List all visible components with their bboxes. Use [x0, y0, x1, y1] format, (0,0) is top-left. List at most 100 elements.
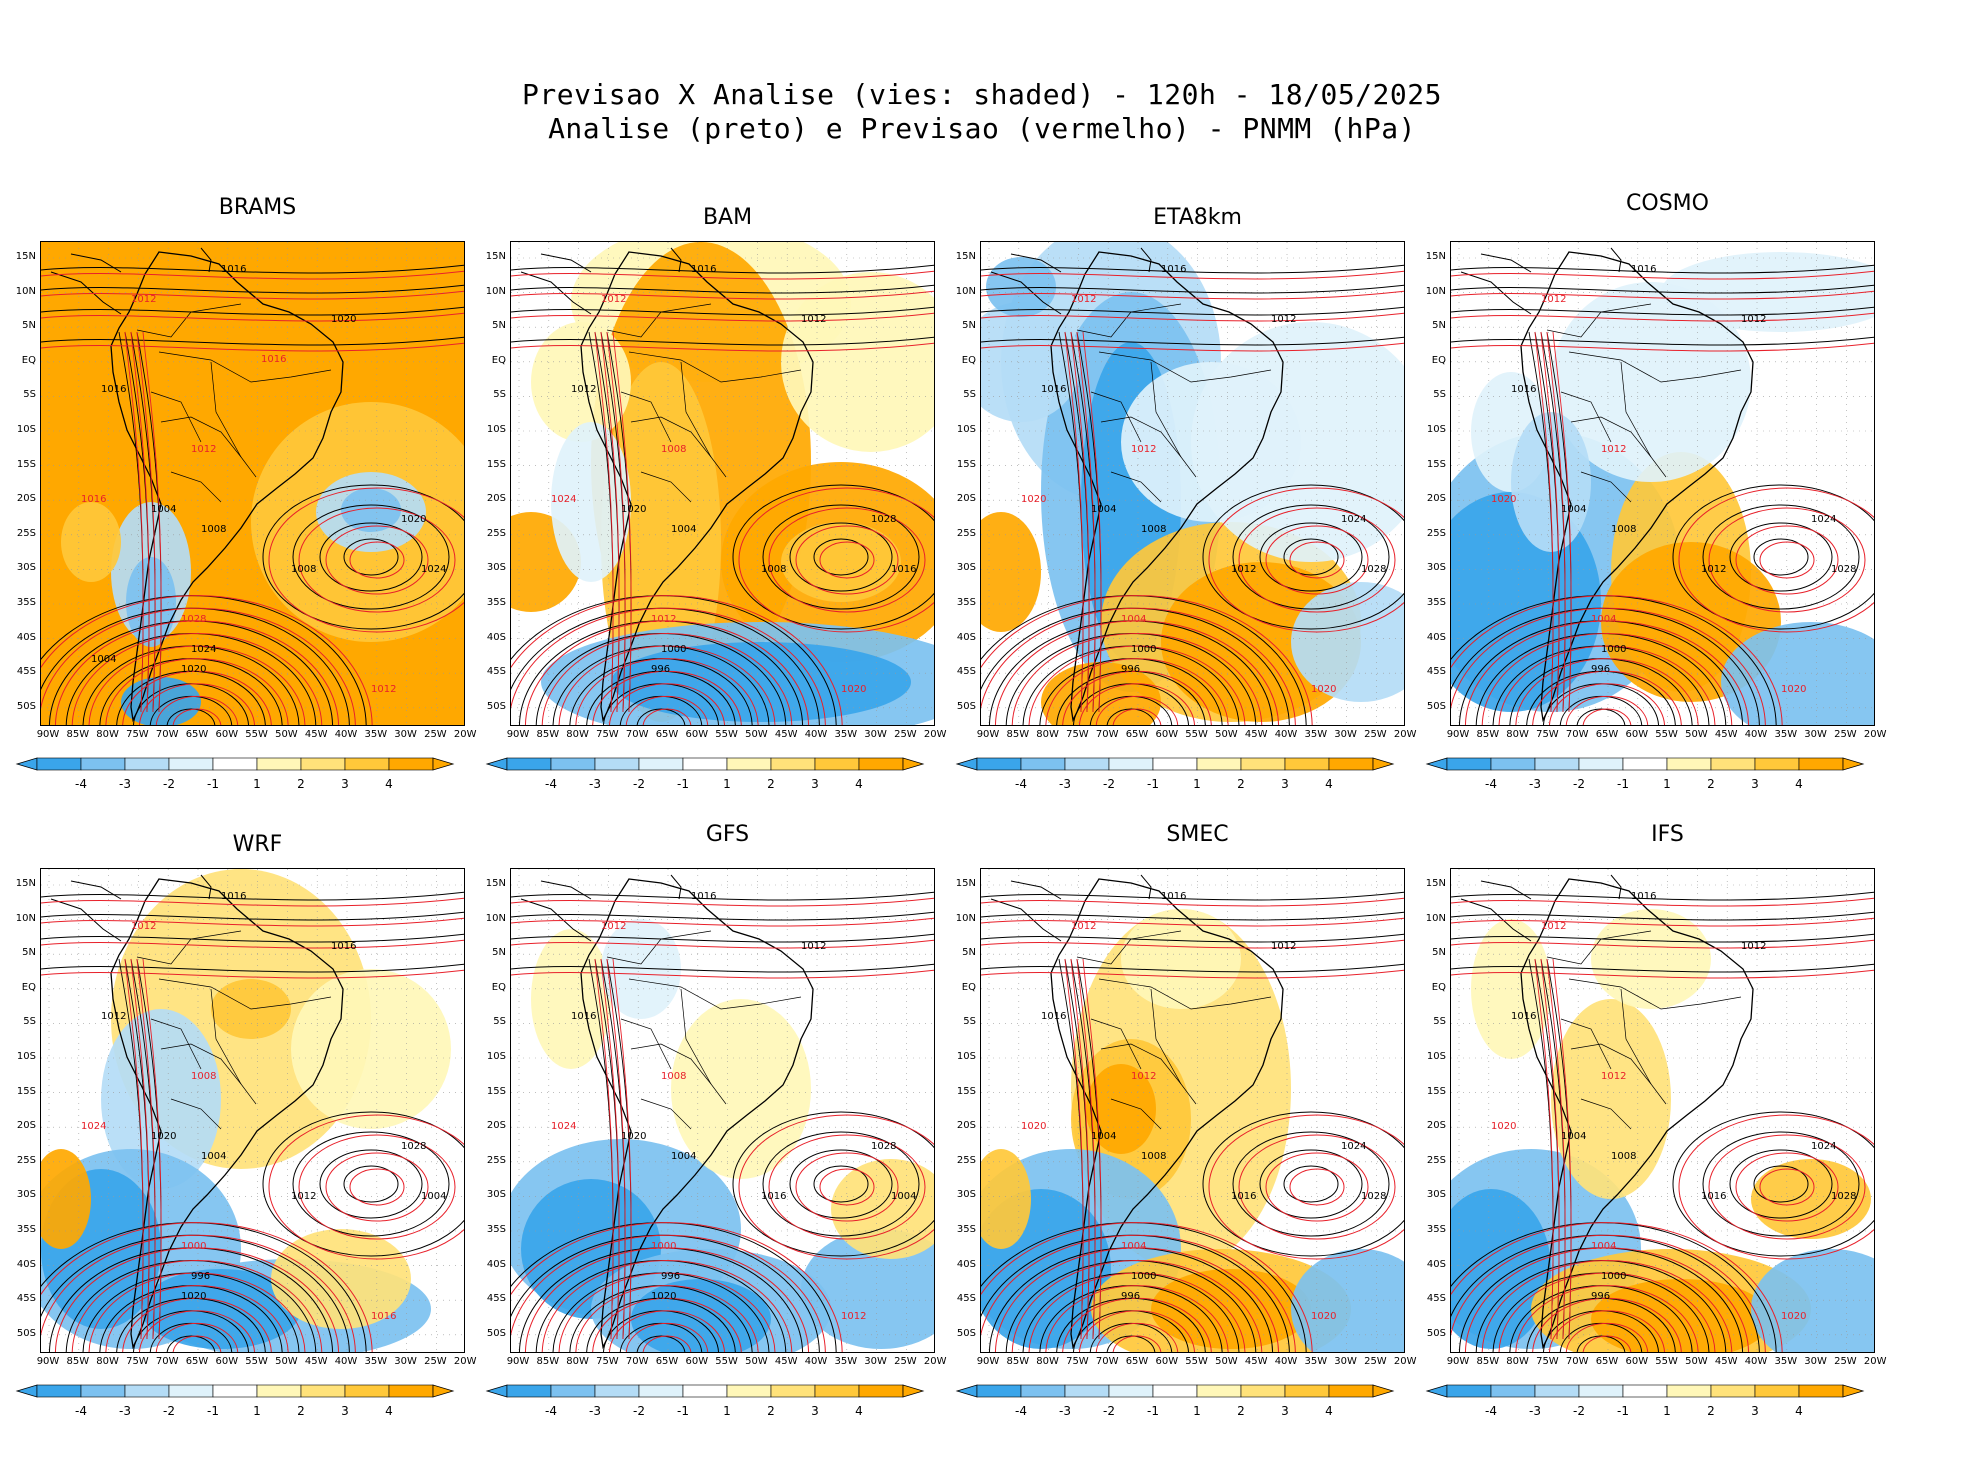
colorbar-label: -3 — [1529, 777, 1541, 791]
colorbar-arrow-right — [1372, 757, 1395, 771]
colorbar-label: 4 — [385, 777, 393, 791]
lat-tick-label: 40S — [956, 631, 976, 643]
colorbar-label: -2 — [1573, 777, 1585, 791]
lon-tick-label: 60W — [1155, 1356, 1179, 1367]
isobar-contour — [41, 939, 464, 949]
colorbar-segment — [1284, 757, 1330, 771]
colorbar-label: -1 — [207, 1404, 219, 1418]
isobar-contour — [1481, 1259, 1733, 1352]
isobar-contour — [1062, 670, 1212, 725]
lat-tick-label: 10N — [955, 285, 976, 297]
lon-tick-label: 55W — [715, 1356, 738, 1367]
lat-tick-label: 20S — [956, 493, 976, 505]
isobar-contour — [41, 270, 464, 280]
isobar-contour — [1095, 1322, 1179, 1352]
colorbar-label: -3 — [119, 777, 131, 791]
lon-tick-label: 65W — [655, 729, 679, 740]
coastline — [1610, 874, 1622, 900]
colorbar-arrow-left — [955, 1384, 978, 1398]
lon-tick-label: 85W — [536, 1356, 560, 1367]
country-border — [1076, 311, 1132, 338]
lon-tick-label: 45W — [304, 1356, 328, 1367]
lat-tick-label: 20S — [1426, 1120, 1446, 1132]
isobar-contour — [343, 538, 399, 576]
colorbar-label: -4 — [75, 1404, 87, 1418]
lon-tick-label: 50W — [1685, 729, 1708, 740]
lon-tick-label: 20W — [1393, 1356, 1417, 1367]
colorbar-segment — [344, 757, 390, 771]
isobar-contour — [1259, 1149, 1363, 1219]
isobar-label: 996 — [1591, 664, 1610, 675]
isobar-contour — [575, 1285, 759, 1352]
lat-tick-label: 30S — [16, 562, 36, 574]
isobar-label: 1004 — [1591, 1241, 1616, 1252]
lat-tick-label: EQ — [491, 981, 506, 993]
isobar-label: 1004 — [671, 1151, 696, 1162]
lon-tick-label: 85W — [1476, 729, 1500, 740]
lat-tick-label: 20S — [486, 1120, 506, 1132]
lon-tick-label: 60W — [215, 1356, 239, 1367]
isobar-label: 1024 — [1811, 1141, 1836, 1152]
isobar-contour — [1451, 891, 1874, 901]
bias-shading — [1721, 622, 1874, 725]
isobar-contour — [1549, 1310, 1665, 1352]
colorbar-label: 1 — [1193, 1404, 1201, 1418]
country-border — [1620, 988, 1652, 1085]
isobar-contour — [1208, 1114, 1404, 1260]
lon-tick-label: 70W — [625, 729, 649, 740]
colorbar-svg — [15, 1384, 455, 1398]
isobar-contour — [511, 306, 934, 316]
isobar-contour — [594, 958, 614, 1340]
colorbar-segment — [858, 757, 904, 771]
bias-shading — [126, 557, 176, 647]
isobar-contour — [262, 484, 464, 630]
lat-tick-label: 25S — [956, 1154, 976, 1166]
coastline — [520, 898, 592, 942]
isobar-contour — [981, 342, 1404, 352]
lon-tick-label: 60W — [685, 729, 709, 740]
isobar-contour — [994, 620, 1280, 725]
isobar-contour — [122, 1297, 272, 1352]
isobar-contour — [155, 1322, 239, 1352]
panel-title: ETA8km — [1153, 205, 1242, 230]
lat-tick-label: 5N — [492, 947, 506, 959]
lon-tick-label: 25W — [894, 729, 917, 740]
isobar-contour — [1011, 1259, 1263, 1352]
bias-shading — [1751, 1159, 1871, 1239]
isobar-contour — [594, 331, 614, 713]
colorbar: -4 -3 -2 -1 1 2 3 4 — [955, 755, 1395, 795]
colorbar-label: -2 — [1103, 777, 1115, 791]
isobar-label: 1008 — [761, 564, 786, 575]
map-panel-cosmo: COSMO 15N 10N 5N EQ 5S 10S 15S 20S 25S 30S 35S 40S 45… — [1410, 191, 1887, 835]
isobar-label: 1016 — [691, 264, 716, 275]
isobar-contour — [1208, 487, 1404, 633]
isobar-label: 1000 — [1601, 1271, 1626, 1282]
isobar-contour — [172, 1335, 222, 1352]
colorbar-segment — [1534, 757, 1580, 771]
colorbar-segment — [682, 757, 728, 771]
lat-tick-label: 25S — [1426, 527, 1446, 539]
lat-tick-label: 35S — [486, 1224, 506, 1235]
map-frame: 1016 1012 1012 1016 1008 1004 1020 1024 1028 1004… — [510, 868, 935, 1353]
isobar-contour — [981, 963, 1404, 973]
panel-title: COSMO — [1626, 191, 1709, 216]
lon-tick-label: 30W — [394, 729, 417, 740]
colorbar-segment — [638, 1384, 684, 1398]
country-border — [630, 1043, 727, 1105]
isobar-label: 1004 — [671, 524, 696, 535]
lat-tick-label: 40S — [1426, 1258, 1446, 1270]
isobar-label: 1004 — [1121, 1241, 1146, 1252]
isobar-contour — [41, 312, 464, 322]
lon-tick-label: 85W — [1006, 729, 1030, 740]
isobar-contour — [1708, 507, 1866, 613]
isobar-label: 1016 — [331, 941, 356, 952]
isobar-contour — [292, 504, 450, 610]
map-panel-ifs: IFS 15N 10N 5N EQ 5S 10S 15S 20S 25S 30S 35S 40S 45S 5… — [1410, 822, 1887, 1462]
colorbar-label: -1 — [677, 1404, 689, 1418]
isobar-label: 1004 — [201, 1151, 226, 1162]
lat-tick-label: 30S — [1426, 1189, 1446, 1201]
isobar-label: 1012 — [1071, 921, 1096, 932]
country-border — [158, 978, 332, 1010]
isobar-label: 1020 — [1311, 684, 1336, 695]
colorbar-svg — [485, 1384, 925, 1398]
